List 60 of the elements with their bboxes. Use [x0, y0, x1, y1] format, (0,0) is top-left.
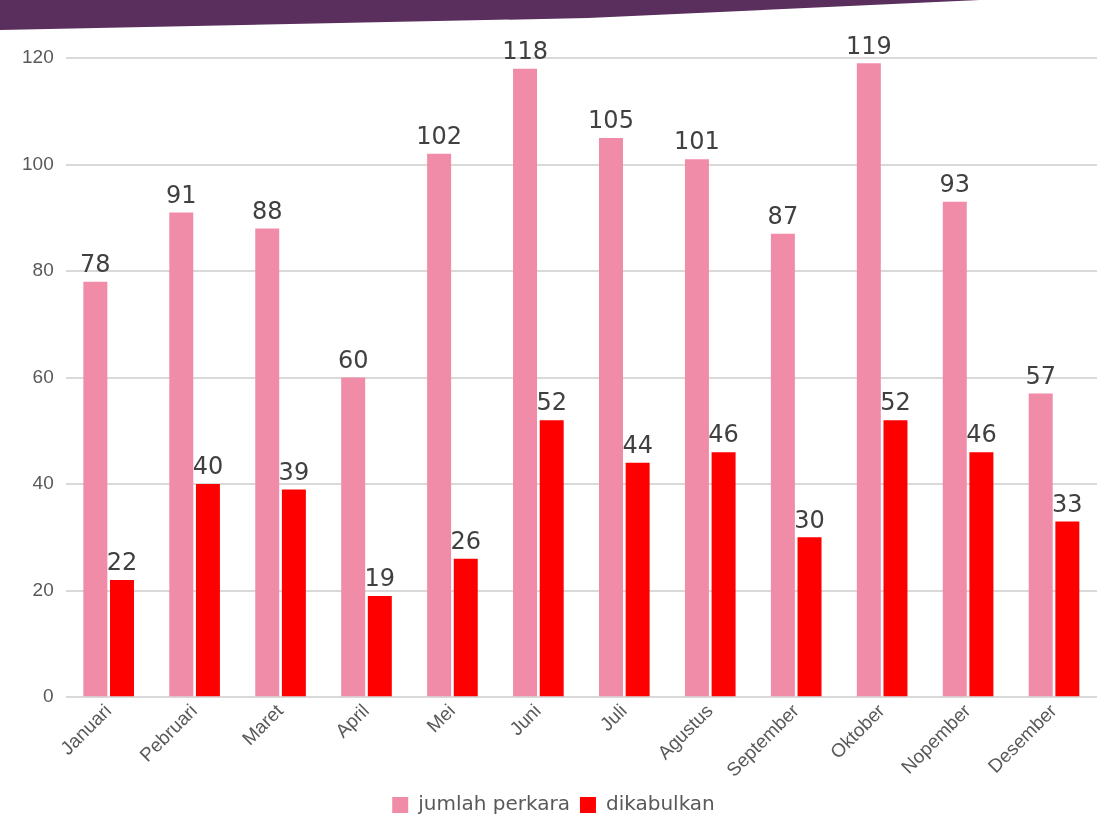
x-tick-label: Mei — [422, 699, 459, 737]
bar — [942, 201, 967, 697]
data-label: 102 — [416, 122, 463, 151]
data-label: 26 — [450, 526, 482, 555]
bar — [255, 228, 280, 697]
y-tick-label: 60 — [32, 365, 54, 387]
data-label: 88 — [251, 196, 283, 225]
bar — [110, 579, 134, 697]
data-label: 44 — [622, 431, 653, 460]
bar — [367, 595, 392, 697]
bar — [1055, 521, 1080, 697]
bar — [169, 212, 194, 697]
data-label: 46 — [966, 420, 997, 449]
bar — [625, 462, 650, 697]
x-tick-label: Juni — [505, 699, 545, 740]
data-label: 33 — [1052, 489, 1083, 518]
data-label: 52 — [536, 388, 567, 417]
legend-label: dikabulkan — [605, 791, 715, 816]
data-label: 118 — [502, 36, 548, 65]
legend-label: jumlah perkara — [417, 791, 570, 816]
bar — [1028, 393, 1053, 697]
bar — [856, 63, 881, 697]
data-label: 91 — [166, 180, 197, 209]
bar — [453, 558, 478, 697]
data-label: 19 — [364, 564, 396, 593]
bar — [281, 489, 306, 697]
bar — [195, 484, 220, 697]
data-label: 78 — [80, 249, 111, 278]
data-label: 119 — [845, 31, 892, 60]
bar — [599, 137, 623, 697]
y-tick-label: 80 — [32, 259, 54, 281]
data-label: 22 — [106, 548, 138, 577]
y-tick-label: 20 — [32, 578, 54, 600]
data-label: 46 — [708, 420, 739, 449]
data-label: 40 — [192, 452, 224, 481]
data-label: 52 — [880, 388, 911, 417]
data-label: 105 — [588, 106, 634, 135]
bar — [797, 537, 822, 697]
data-label: 57 — [1025, 361, 1056, 390]
y-tick-label: 100 — [22, 152, 54, 174]
data-label: 30 — [794, 505, 825, 534]
data-label: 60 — [337, 345, 369, 374]
bar — [883, 420, 908, 697]
bar — [684, 159, 709, 697]
y-tick-label: 0 — [43, 685, 54, 707]
data-label: 101 — [674, 127, 720, 156]
data-label: 39 — [278, 457, 310, 486]
bar — [969, 452, 994, 697]
data-label: 87 — [767, 202, 799, 230]
x-tick-label: Juli — [595, 699, 631, 735]
bar — [539, 420, 564, 697]
bar — [770, 233, 795, 697]
bar — [711, 452, 736, 697]
bar — [513, 68, 538, 697]
y-tick-label: 40 — [32, 472, 54, 494]
bar — [427, 153, 452, 697]
bar — [83, 281, 108, 697]
data-label: 93 — [939, 170, 971, 199]
y-tick-label: 120 — [22, 46, 54, 68]
bar — [341, 377, 366, 697]
